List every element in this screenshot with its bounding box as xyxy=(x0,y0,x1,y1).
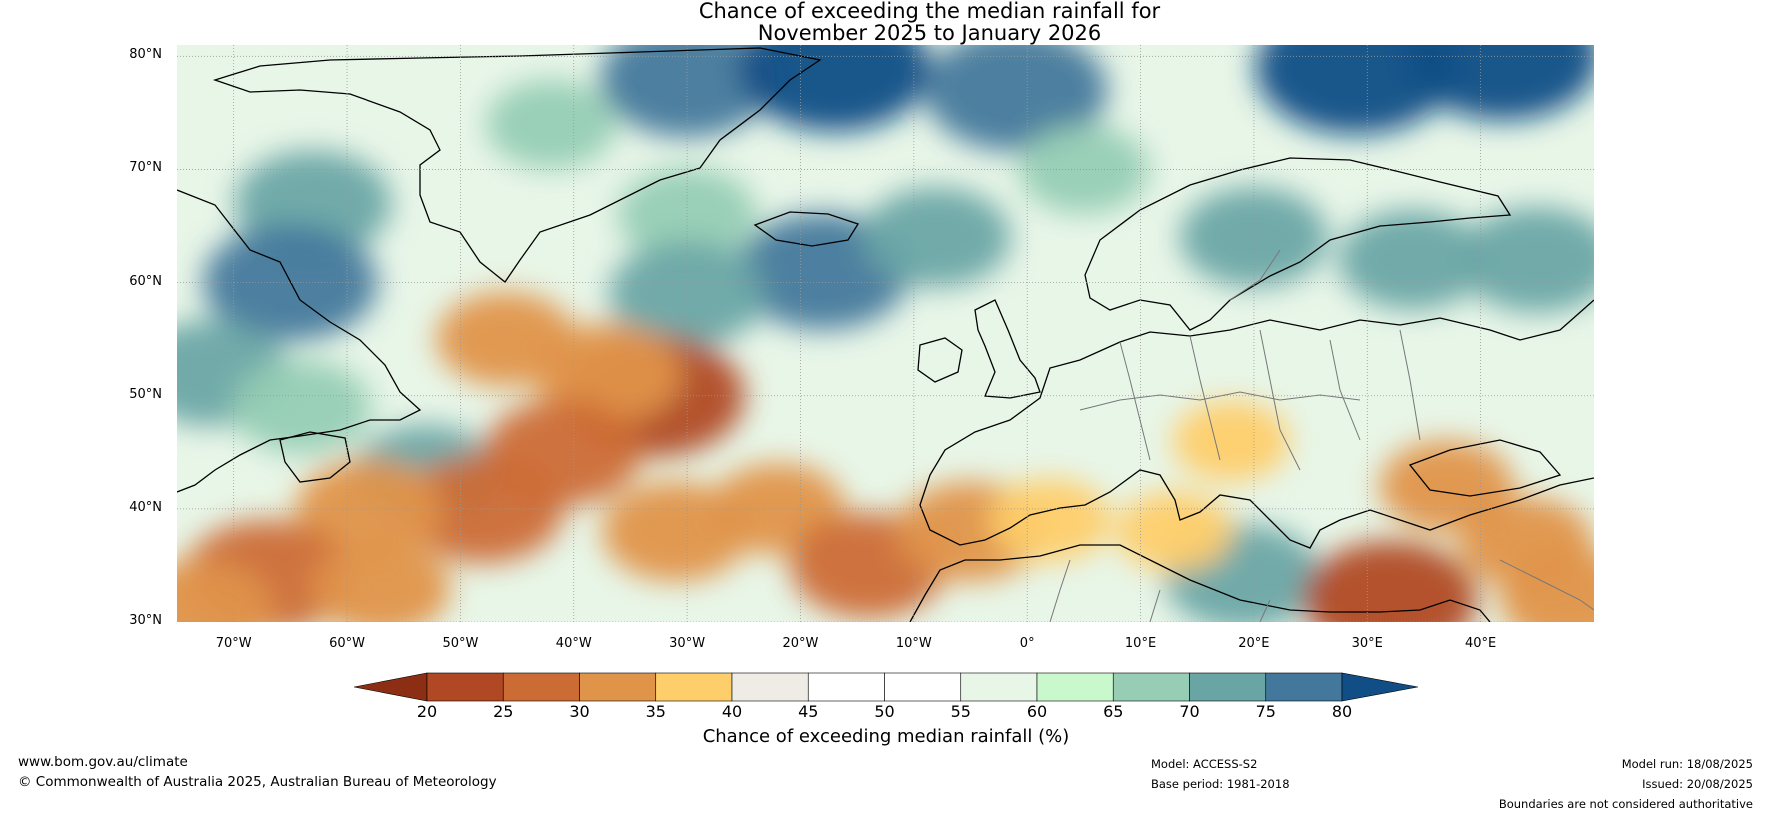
copyright-notice: © Commonwealth of Australia 2025, Austra… xyxy=(18,774,497,790)
longitude-tick-label: 60°W xyxy=(329,636,365,651)
map-title: Chance of exceeding the median rainfall … xyxy=(0,0,1770,44)
colorbar-tick-label: 60 xyxy=(1026,702,1048,721)
coastline-newfoundland xyxy=(279,431,351,483)
colorbar-bin xyxy=(579,672,657,702)
colorbar-over-arrow xyxy=(1341,672,1419,702)
coastline-ireland xyxy=(917,337,963,383)
coastline-scandinavia xyxy=(1084,157,1512,331)
dry-region-14 xyxy=(1115,491,1234,572)
colorbar-bin xyxy=(884,672,962,702)
colorbar-tick-label: 70 xyxy=(1179,702,1200,721)
bom-url[interactable]: www.bom.gov.au/climate xyxy=(18,754,188,770)
latitude-tick-label: 50°N xyxy=(129,386,162,402)
dry-region-18 xyxy=(1499,550,1594,622)
coastline-great-britain xyxy=(974,299,1041,399)
map-title-line2: November 2025 to January 2026 xyxy=(757,21,1102,45)
colorbar-tick-label: 30 xyxy=(569,702,590,721)
base-period: Base period: 1981-2018 xyxy=(1151,777,1290,791)
longitude-tick-label: 50°W xyxy=(442,636,479,651)
colorbar-bin xyxy=(426,672,504,702)
dry-region-8 xyxy=(311,540,451,622)
coastlines xyxy=(177,47,1594,622)
longitude-tick-label: 10°E xyxy=(1124,636,1157,651)
colorbar-bin xyxy=(655,672,733,702)
colorbar-tick-label: 25 xyxy=(493,702,514,721)
coastline-continental-europe xyxy=(919,299,1594,549)
dry-region-7 xyxy=(177,560,274,622)
wet-region-14 xyxy=(862,187,1011,288)
wet-region-13 xyxy=(608,241,766,347)
wet-region-7 xyxy=(738,45,931,132)
dry-region-15 xyxy=(1302,540,1478,622)
colorbar-bin xyxy=(1265,672,1343,702)
issued-date: Issued: 20/08/2025 xyxy=(1642,777,1753,791)
wet-region-18 xyxy=(1458,207,1594,313)
colorbar-tick-label: 50 xyxy=(874,702,895,721)
wet-region-5 xyxy=(485,79,617,169)
wet-region-9 xyxy=(1255,45,1457,135)
colorbar-tick-label: 45 xyxy=(798,702,819,721)
latitude-tick-label: 80°N xyxy=(129,47,162,63)
border-lines-africa-mideast xyxy=(1049,559,1594,622)
wet-region-8 xyxy=(924,45,1108,152)
colorbar-bin xyxy=(807,672,885,702)
colorbar-bin xyxy=(1112,672,1190,702)
coastline-black-sea xyxy=(1408,439,1562,497)
colorbar-tick-label: 35 xyxy=(645,702,666,721)
model-run-date: Model run: 18/08/2025 xyxy=(1621,757,1753,771)
longitude-tick-label: 20°W xyxy=(782,636,819,651)
latitude-tick-label: 60°N xyxy=(129,273,162,289)
colorbar-tick-label: 65 xyxy=(1103,702,1124,721)
longitude-tick-label: 40°E xyxy=(1464,636,1497,651)
wet-region-3 xyxy=(232,359,372,455)
wet-region-17 xyxy=(1338,209,1487,310)
boundary-disclaimer: Boundaries are not considered authoritat… xyxy=(1498,797,1753,811)
dry-region-13 xyxy=(989,478,1111,562)
longitude-tick-label: 0° xyxy=(1019,636,1035,651)
wet-region-11 xyxy=(617,167,757,262)
longitude-tick-label: 40°W xyxy=(555,636,592,651)
colorbar-bin xyxy=(960,672,1038,702)
latitude-tick-label: 30°N xyxy=(129,613,162,628)
coastline-labrador xyxy=(177,189,422,493)
latitude-tick-label: 40°N xyxy=(129,499,162,515)
colorbar-bin xyxy=(1036,672,1114,702)
colorbar-label: Chance of exceeding median rainfall (%) xyxy=(702,726,1070,747)
wet-region-10 xyxy=(1407,45,1594,121)
map-title-line1: Chance of exceeding the median rainfall … xyxy=(698,0,1161,23)
colorbar-tick-label: 40 xyxy=(721,702,743,721)
colorbar-bin xyxy=(502,672,580,702)
coastline-greenland xyxy=(212,47,822,283)
country-borders xyxy=(1049,249,1594,622)
wet-region-6 xyxy=(599,45,775,138)
graticule xyxy=(177,45,1594,622)
rainfall-probability-regions xyxy=(177,45,1594,622)
dry-region-19 xyxy=(1172,400,1290,482)
map-panel xyxy=(177,45,1594,622)
colorbar-tick-label: 55 xyxy=(950,702,971,721)
colorbar-bin xyxy=(731,672,809,702)
longitude-tick-label: 30°W xyxy=(669,636,706,651)
coastline-iceland xyxy=(753,211,859,247)
longitude-tick-label: 10°W xyxy=(895,636,932,651)
colorbar-tick-label: 20 xyxy=(416,702,438,721)
longitude-tick-label: 70°W xyxy=(215,636,252,651)
latitude-tick-label: 70°N xyxy=(129,160,162,176)
border-lines-europe xyxy=(1079,249,1421,471)
dry-region-2 xyxy=(436,291,576,387)
colorbar-under-arrow xyxy=(353,672,428,702)
coastline-north-africa xyxy=(909,544,1491,622)
longitude-tick-label: 20°E xyxy=(1238,636,1270,651)
colorbar-tick-label: 80 xyxy=(1331,702,1353,721)
model-name: Model: ACCESS-S2 xyxy=(1151,757,1258,771)
colorbar-bin xyxy=(1189,672,1267,702)
colorbar xyxy=(353,672,1419,702)
longitude-tick-label: 30°E xyxy=(1351,636,1383,651)
colorbar-tick-label: 75 xyxy=(1255,702,1276,721)
